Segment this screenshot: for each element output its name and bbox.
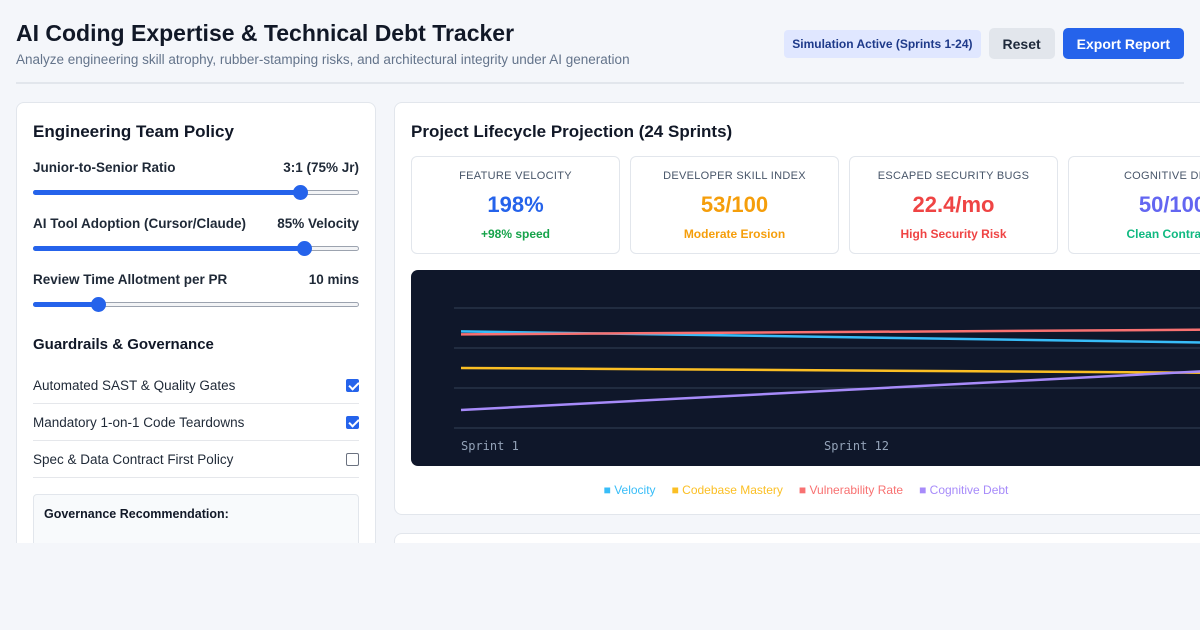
review-time-control: Review Time Allotment per PR 10 mins [33,272,359,312]
legend-label: Cognitive Debt [929,483,1009,497]
guardrail-checkbox[interactable] [346,378,359,392]
slider-label: Junior-to-Senior Ratio [33,160,176,175]
team-policy-panel: Engineering Team Policy Junior-to-Senior… [16,102,376,562]
series-line-cognitive-debt [460,370,1200,412]
legend-label: Vulnerability Rate [809,483,904,497]
page-title: AI Coding Expertise & Technical Debt Tra… [16,20,515,46]
slider-fill [33,246,304,251]
legend-item-velocity: ■ Velocity [604,483,656,497]
metric-note: High Security Risk [900,227,1007,241]
metric-feature-velocity: Feature Velocity 198% +98% speed [411,156,620,254]
slider-label: AI Tool Adoption (Cursor/Claude) [33,216,246,231]
guardrail-label: Automated SAST & Quality Gates [33,377,236,393]
projection-title: Project Lifecycle Projection (24 Sprints… [411,122,733,141]
simulation-status-badge: Simulation Active (Sprints 1-24) [784,29,981,58]
legend-item-codebase-mastery: ■ Codebase Mastery [672,483,783,497]
legend-swatch: ■ [919,483,930,497]
legend-swatch: ■ [798,483,810,497]
slider-fill [33,190,301,195]
metric-value: 50/100 [1138,192,1200,217]
slider-thumb[interactable] [296,241,312,256]
slider-label: Review Time Allotment per PR [33,272,228,287]
ai-adoption-control: AI Tool Adoption (Cursor/Claude) 85% Vel… [33,216,359,256]
metric-label: Cognitive Debt [1123,170,1200,182]
slider-value: 10 mins [308,272,359,287]
legend-swatch: ■ [671,483,683,497]
legend-label: Velocity [614,483,656,497]
x-tick-label: Sprint 1 [461,439,519,453]
reset-button[interactable]: Reset [988,28,1055,59]
slider-fill [33,302,99,307]
chart-legend: ■ Velocity ■ Codebase Mastery ■ Vulnerabil… [411,483,1200,497]
viewport-blank-area [0,543,1200,630]
guardrails-title: Guardrails & Governance [33,336,214,353]
page-header: AI Coding Expertise & Technical Debt Tra… [16,18,1184,84]
guardrail-checkbox[interactable] [346,452,359,466]
metric-value: 53/100 [700,192,769,217]
metric-cards: Feature Velocity 198% +98% speed Develop… [411,156,1200,254]
junior-senior-ratio-slider[interactable] [33,184,359,200]
guardrail-spec-first-policy: Spec & Data Contract First Policy [33,441,359,478]
lifecycle-projection-panel: Project Lifecycle Projection (24 Sprints… [394,102,1200,515]
guardrail-checkbox[interactable] [346,415,359,429]
metric-security-bugs: Escaped Security Bugs 22.4/mo High Secur… [849,156,1058,254]
metric-note: Moderate Erosion [683,227,786,241]
slider-value: 3:1 (75% Jr) [283,160,359,175]
metric-value: 22.4/mo [912,192,995,217]
metric-value: 198% [487,192,544,217]
metric-note: Clean Contracts [1126,227,1200,241]
guardrail-label: Mandatory 1-on-1 Code Teardowns [33,414,245,430]
legend-item-cognitive-debt: ■ Cognitive Debt [919,483,1008,497]
slider-thumb[interactable] [293,185,309,200]
policy-title: Engineering Team Policy [33,122,234,141]
metric-cognitive-debt: Cognitive Debt 50/100 Clean Contracts [1068,156,1200,254]
export-report-button[interactable]: Export Report [1062,28,1184,59]
metric-developer-skill: Developer Skill Index 53/100 Moderate Er… [630,156,839,254]
series-line-codebase-mastery [460,366,1200,374]
metric-note: +98% speed [480,227,551,241]
metric-label: Developer Skill Index [663,170,806,182]
legend-item-vulnerability-rate: ■ Vulnerability Rate [799,483,903,497]
junior-senior-ratio-control: Junior-to-Senior Ratio 3:1 (75% Jr) [33,160,359,200]
page-subtitle: Analyze engineering skill atrophy, rubbe… [16,52,630,67]
guardrail-label: Spec & Data Contract First Policy [33,451,234,467]
header-actions: Simulation Active (Sprints 1-24) Reset E… [784,28,1184,59]
guardrails-list: Automated SAST & Quality Gates Mandatory… [33,367,359,478]
metric-label: Escaped Security Bugs [877,170,1030,182]
metric-label: Feature Velocity [459,170,572,182]
recommendation-title: Governance Recommendation: [44,507,229,521]
legend-swatch: ■ [603,483,615,497]
slider-value: 85% Velocity [277,216,359,231]
legend-label: Codebase Mastery [682,483,783,497]
guardrail-sast-quality-gates: Automated SAST & Quality Gates [33,367,359,404]
guardrail-code-teardowns: Mandatory 1-on-1 Code Teardowns [33,404,359,441]
ai-adoption-slider[interactable] [33,240,359,256]
x-tick-label: Sprint 12 [824,439,889,453]
review-time-slider[interactable] [33,296,359,312]
slider-thumb[interactable] [91,297,107,312]
series-line-vulnerability-rate [460,328,1200,336]
